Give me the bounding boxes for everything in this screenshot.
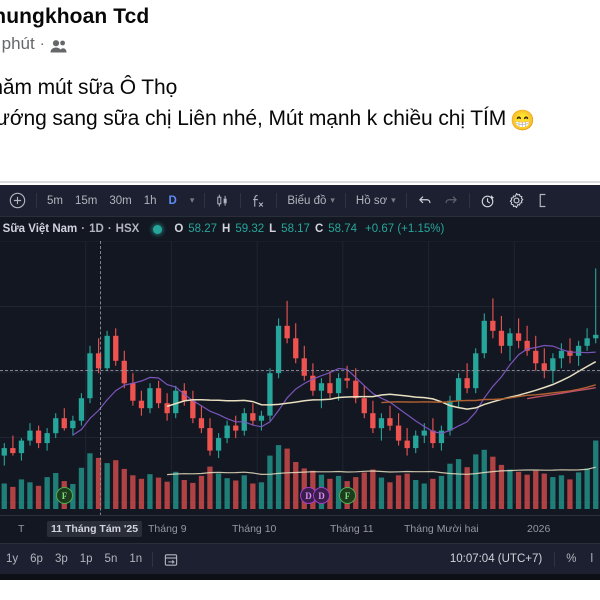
date-label: Tháng 11 [330,523,374,535]
profile-dropdown[interactable]: Hồ sơ ▾ [350,189,402,213]
range-6m[interactable]: 6p [30,553,43,565]
post-author[interactable]: Chungkhoan Tcd [0,5,150,28]
open-value: 58.27 [188,223,218,235]
friends-icon[interactable] [50,38,67,53]
plus-circle-icon[interactable] [0,189,32,213]
chart-toolbar: 5m 15m 30m 1h D ▾ Biểu đồ ▾ [0,185,600,217]
grinning-face-emoji: 😁 [510,110,535,132]
clock-time[interactable]: 10:07:04 (UTC+7) [449,553,543,565]
low-value: 58.17 [281,223,310,235]
crosshair-vertical [100,241,101,571]
post-text: o năm mút sữa Ô Thọ i hướng sang sữa chị… [0,72,600,137]
chart-layout-label: Biểu đồ [287,194,327,207]
symbol-interval[interactable]: 1D [89,223,104,235]
chart-layout-dropdown[interactable]: Biểu đồ ▾ [281,189,341,213]
high-label: H [222,223,231,235]
profile-label: Hồ sơ [355,194,388,207]
post-divider [0,181,600,183]
log-scale-toggle[interactable]: l [590,553,593,565]
close-label: C [314,223,324,235]
range-5d[interactable]: 5n [104,553,118,565]
post-meta: 10 phút · [0,33,149,55]
chevron-down-icon: ▾ [330,195,335,205]
interval-5m[interactable]: 5m [47,194,63,207]
post-line: i hướng sang sữa chị Liên nhé, Mút mạnh … [0,103,600,137]
toolbar-divider [468,193,470,208]
legend-separator: · [81,223,86,235]
range-1y[interactable]: 1y [6,553,19,565]
symbol-exchange[interactable]: HSX [115,223,140,235]
date-label: 11 Tháng Tám '25 [47,521,143,537]
symbol-legend: P Sữa Việt Nam · 1D · HSX O 58.27 H 59.32 … [0,218,600,240]
interval-1h[interactable]: 1h [143,194,157,207]
toolbar-divider [405,193,407,208]
high-value: 59.32 [235,223,265,235]
symbol-name[interactable]: P Sữa Việt Nam [0,223,78,235]
percent-scale-toggle[interactable]: % [566,553,577,565]
toolbar-divider [36,193,37,208]
low-label: L [269,223,277,235]
volume-series [1,440,599,509]
toolbar-divider [204,193,206,208]
date-label: Tháng Mười hai [404,523,479,535]
undo-icon[interactable] [411,189,438,213]
replay-icon[interactable] [474,189,502,213]
price-pane[interactable] [0,240,600,504]
fx-indicators-icon[interactable] [245,189,272,213]
post-timestamp[interactable]: 10 phút [0,34,35,53]
post-line: o năm mút sữa Ô Thọ [0,76,178,99]
crosshair-horizontal [0,370,600,371]
window-edge [0,574,600,580]
tradingview-chart: 5m 15m 30m 1h D ▾ Biểu đồ ▾ [0,185,600,580]
legend-separator: · [107,223,112,235]
toolbar-divider [554,551,556,567]
toolbar-divider [344,193,346,208]
toolbar-divider [276,193,278,208]
date-range-icon[interactable] [157,549,185,569]
post-line-text: i hướng sang sữa chị Liên nhé, Mút mạnh … [0,107,507,130]
ohlc-values: O 58.27 H 59.32 L 58.17 C 58.74 +0.67 (+1.15… [174,223,444,235]
toolbar-divider [152,551,154,567]
interval-daily-active[interactable]: D [168,194,177,207]
open-label: O [174,223,184,235]
gear-icon[interactable] [502,189,531,213]
toolbar-divider [240,193,242,208]
bottom-toolbar: 1y 6p 3p 1p 5n 1n 10:07:04 (UTC+7) % l [0,543,600,574]
date-label: T [18,523,25,535]
fullscreen-icon[interactable] [531,189,556,213]
facebook-post: Chungkhoan Tcd 10 phút · o năm mút sữa Ô… [0,0,600,185]
redo-icon[interactable] [438,189,465,213]
candlestick-style-icon[interactable] [209,189,236,213]
post-header: Chungkhoan Tcd 10 phút · [0,4,149,55]
range-1m[interactable]: 1p [79,553,93,565]
interval-15m[interactable]: 15m [74,194,98,207]
chevron-down-icon[interactable]: ▾ [189,195,195,205]
price-change: +0.67 (+1.15%) [365,223,445,235]
meta-separator: · [39,35,45,52]
date-label: 2026 [527,523,551,535]
interval-30m[interactable]: 30m [109,194,132,207]
range-3m[interactable]: 3p [54,553,68,565]
chevron-down-icon: ▾ [391,195,396,205]
date-label: Tháng 10 [232,523,277,535]
candlestick-series [0,240,600,504]
close-value: 58.74 [328,223,358,235]
volume-pane[interactable] [0,435,600,509]
date-axis[interactable]: T 11 Tháng Tám '25 Tháng 9 Tháng 10 Tháng 11… [0,515,600,543]
market-open-dot [153,224,163,234]
date-label: Tháng 9 [148,523,187,535]
range-1d[interactable]: 1n [129,553,143,565]
